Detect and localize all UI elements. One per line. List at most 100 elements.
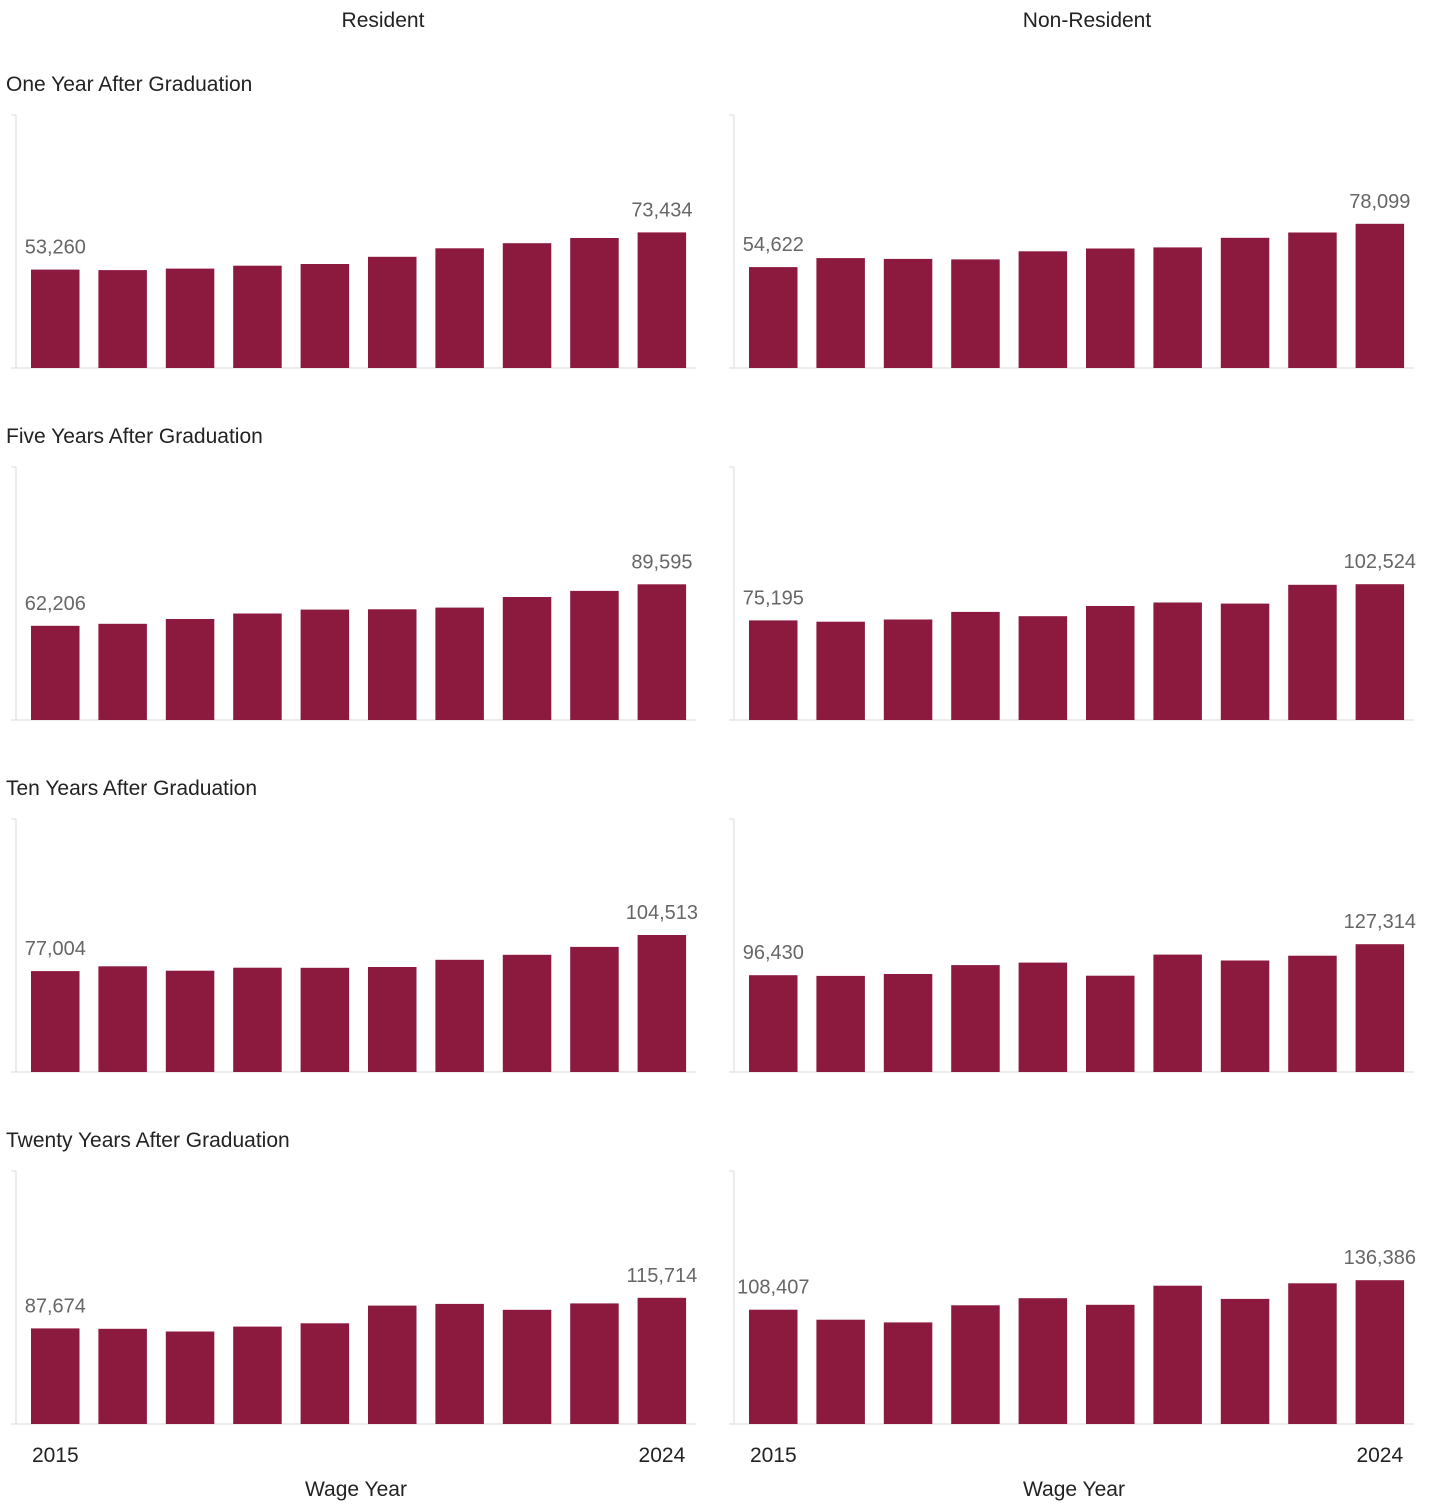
panel-2-1: 96,430 127,314	[729, 818, 1416, 1073]
bar-2017	[883, 1322, 933, 1424]
bar-2015	[749, 1309, 798, 1424]
data-label-2024: 78,099	[1349, 191, 1410, 213]
bar-2021	[1153, 954, 1202, 1072]
bar-2022	[1220, 1298, 1270, 1424]
bar-2020	[1086, 1304, 1135, 1424]
bar-2022	[1220, 237, 1270, 368]
bar-2024	[1355, 223, 1405, 368]
data-label-2024: 127,314	[1344, 911, 1416, 933]
bar-2024	[1355, 1280, 1405, 1424]
bar-2016	[98, 623, 147, 720]
bar-2022	[502, 243, 552, 368]
bar-2021	[435, 607, 484, 720]
bar-2020	[1086, 248, 1135, 368]
bar-2021	[1153, 602, 1202, 720]
x-tick-label-last: 2024	[639, 1444, 686, 1467]
x-tick-label-last: 2024	[1356, 1444, 1403, 1467]
bar-2018	[951, 611, 1000, 720]
bar-2015	[749, 975, 798, 1072]
bar-2022	[502, 954, 552, 1072]
bar-2024	[637, 935, 687, 1072]
bar-2016	[816, 258, 865, 368]
bar-2016	[98, 966, 147, 1072]
bar-2016	[816, 1319, 865, 1424]
x-tick-label-first: 2015	[750, 1444, 797, 1467]
data-label-2024: 102,524	[1344, 551, 1416, 573]
panel-1-0: 62,206 89,595	[11, 466, 696, 721]
chart-panels: 53,260 73,434 54,622 78,099 62,206 89,595 75,1…	[11, 114, 1416, 1425]
data-label-2024: 115,714	[626, 1265, 697, 1287]
bar-2024	[1355, 584, 1405, 720]
data-label-2015: 62,206	[25, 593, 86, 615]
bar-2015	[31, 269, 80, 368]
bar-2015	[31, 625, 80, 720]
bar-2023	[1288, 232, 1337, 368]
panel-0-0: 53,260 73,434	[11, 114, 696, 369]
bar-2015	[749, 620, 798, 720]
panel-2-0: 77,004 104,513	[11, 818, 698, 1073]
bar-2020	[1086, 975, 1135, 1072]
panel-3-1: 108,407 136,386	[729, 1170, 1416, 1425]
bar-2015	[31, 971, 80, 1072]
bar-2017	[165, 970, 215, 1072]
panel-3-0: 87,674 115,714	[11, 1170, 697, 1425]
data-label-2024: 73,434	[631, 199, 692, 221]
bar-2020	[1086, 606, 1135, 720]
bar-2024	[637, 1297, 687, 1424]
row-title-0: One Year After Graduation	[6, 73, 252, 96]
bar-2018	[951, 965, 1000, 1072]
bar-2019	[1018, 251, 1068, 368]
data-label-2015: 75,195	[743, 587, 804, 609]
x-tick-label-first: 2015	[32, 1444, 79, 1467]
bar-2024	[1355, 944, 1405, 1072]
bar-2017	[883, 619, 933, 720]
bar-2017	[883, 974, 933, 1072]
bar-2020	[368, 609, 417, 720]
data-label-2024: 104,513	[626, 902, 698, 924]
row-title-2: Ten Years After Graduation	[6, 777, 257, 800]
data-label-2015: 96,430	[743, 942, 804, 964]
x-axis-title: Wage Year	[1023, 1478, 1125, 1501]
bar-2022	[502, 1309, 552, 1424]
bar-2019	[1018, 962, 1068, 1072]
bar-2020	[368, 967, 417, 1072]
row-title-1: Five Years After Graduation	[6, 425, 263, 448]
bar-2017	[883, 258, 933, 368]
panel-1-1: 75,195 102,524	[729, 466, 1416, 721]
bar-2023	[570, 590, 619, 720]
bar-2015	[749, 267, 798, 368]
data-label-2015: 108,407	[737, 1277, 809, 1299]
x-axis-labels: 2015 2024 Wage Year 2015 2024 Wage Year	[32, 1444, 1404, 1501]
panel-0-1: 54,622 78,099	[729, 114, 1414, 369]
bar-2021	[435, 959, 484, 1072]
bar-2022	[1220, 603, 1270, 720]
bar-2017	[165, 619, 215, 720]
data-label-2024: 136,386	[1344, 1247, 1416, 1269]
column-header-non-resident: Non-Resident	[1023, 9, 1152, 32]
bar-2015	[31, 1328, 80, 1424]
bar-2018	[951, 1305, 1000, 1424]
bar-2023	[570, 946, 619, 1072]
bar-2019	[300, 264, 350, 368]
data-label-2015: 77,004	[25, 938, 86, 960]
bar-2023	[570, 238, 619, 368]
bar-2020	[368, 256, 417, 368]
bar-2019	[1018, 616, 1068, 720]
bar-2016	[98, 1328, 147, 1424]
bar-2023	[1288, 584, 1337, 720]
bar-2018	[233, 613, 282, 720]
bar-2023	[570, 1303, 619, 1424]
data-label-2015: 87,674	[25, 1295, 86, 1317]
data-label-2015: 54,622	[743, 234, 804, 256]
bar-2023	[1288, 955, 1337, 1072]
bar-2021	[1153, 247, 1202, 368]
data-label-2024: 89,595	[631, 551, 692, 573]
bar-2016	[816, 621, 865, 720]
bar-2019	[1018, 1298, 1068, 1424]
bar-2024	[637, 232, 687, 368]
bar-2018	[233, 265, 282, 368]
bar-2021	[1153, 1285, 1202, 1424]
bar-2021	[435, 248, 484, 368]
bar-2018	[951, 259, 1000, 368]
